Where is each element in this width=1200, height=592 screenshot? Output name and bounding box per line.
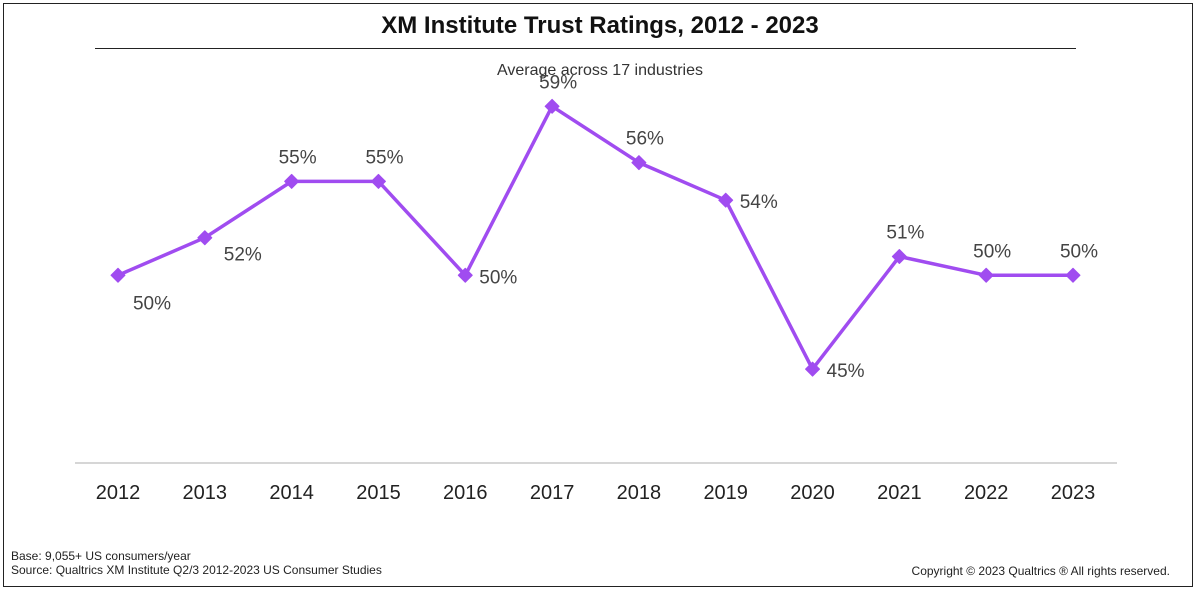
- x-tick-label: 2013: [183, 482, 228, 504]
- footnote: Base: 9,055+ US consumers/year Source: Q…: [11, 549, 382, 577]
- x-tick-label: 2012: [96, 482, 141, 504]
- x-tick-label: 2018: [617, 482, 662, 504]
- data-point-marker: [891, 249, 907, 264]
- x-tick-label: 2021: [877, 482, 922, 504]
- data-label: 52%: [224, 245, 262, 266]
- x-tick-label: 2015: [356, 482, 401, 504]
- data-label: 55%: [279, 147, 317, 168]
- data-label: 51%: [886, 223, 924, 244]
- data-label: 50%: [1060, 241, 1098, 262]
- title-underline: [95, 48, 1076, 49]
- x-tick-label: 2020: [790, 482, 835, 504]
- series-line-group: [116, 104, 1075, 371]
- data-point-marker: [978, 267, 994, 283]
- data-point-marker: [1065, 267, 1081, 283]
- data-point-marker: [110, 267, 126, 283]
- data-labels: 50% 52% 55% 55% 50% 59% 56% 54% 45% 51% 50% 50%: [133, 72, 1098, 382]
- x-tick-label: 2019: [703, 482, 748, 504]
- data-point-marker: [544, 98, 560, 114]
- series-line: [116, 104, 1075, 371]
- data-point-marker: [805, 361, 821, 377]
- chart-subtitle: Average across 17 industries: [496, 62, 704, 79]
- data-label: 45%: [827, 361, 865, 382]
- data-point-marker: [631, 155, 647, 171]
- copyright-note: Copyright © 2023 Qualtrics ® All rights …: [911, 564, 1170, 578]
- data-point-marker: [718, 192, 734, 208]
- data-point-marker: [370, 173, 386, 189]
- base-note: Base: 9,055+ US consumers/year: [11, 549, 191, 563]
- x-tick-label: 2017: [530, 482, 575, 504]
- data-label: 59%: [539, 72, 577, 93]
- data-label: 54%: [740, 192, 778, 213]
- x-tick-label: 2016: [443, 482, 488, 504]
- x-tick-label: 2022: [964, 482, 1009, 504]
- x-tick-labels: 2012 2013 2014 2015 2016 2017 2018 2019 2020 2021…: [96, 482, 1096, 504]
- x-tick-label: 2014: [269, 482, 314, 504]
- data-label: 55%: [365, 147, 403, 168]
- x-tick-label: 2023: [1051, 482, 1096, 504]
- data-point-marker: [284, 173, 300, 189]
- chart-frame: [3, 3, 1193, 587]
- data-label: 56%: [626, 129, 664, 150]
- chart-title: XM Institute Trust Ratings, 2012 - 2023: [381, 12, 819, 39]
- data-label: 50%: [133, 293, 171, 314]
- data-label: 50%: [973, 241, 1011, 262]
- data-point-marker: [457, 267, 473, 283]
- series-markers: [110, 98, 1081, 377]
- data-point-marker: [197, 230, 213, 246]
- source-note: Source: Qualtrics XM Institute Q2/3 2012…: [11, 563, 382, 577]
- data-label: 50%: [479, 267, 517, 288]
